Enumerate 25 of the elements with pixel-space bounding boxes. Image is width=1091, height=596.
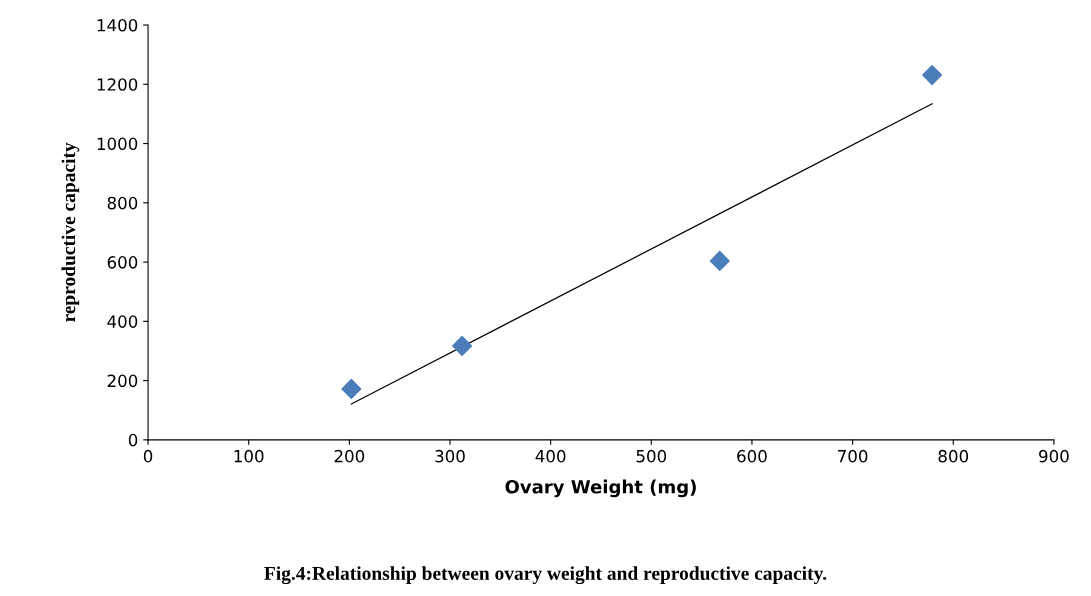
x-tick-label: 300 [435,449,465,463]
y-tick-label: 0 [128,433,138,447]
point [452,335,473,356]
x-tick-label: 500 [636,449,667,463]
y-tick-label: 800 [107,196,138,210]
y-tick-label: 1200 [97,78,138,91]
x-tick-label: 600 [737,449,767,463]
x-tick-label: 100 [234,449,264,463]
x-tick-label: 700 [838,449,868,463]
y-axis-title: reproductive capacity [61,142,80,323]
y-tick-label: 1400 [97,18,138,32]
x-tick-label: 200 [334,449,365,463]
y-tick-label: 600 [107,256,138,269]
y-tick-label: 400 [107,315,138,328]
y-tick-label: 200 [107,374,138,388]
x-tick-label: 900 [1039,449,1069,463]
point [341,378,362,399]
point [922,65,943,86]
y-tick-label: 1000 [97,137,138,151]
x-tick-label: 400 [535,449,566,463]
x-tick-label: 800 [938,449,969,463]
point [709,250,730,271]
caption: Fig.4:Relationship between ovary weight and reproductive capacity. [264,566,827,585]
x-tick-label: 0 [143,449,153,463]
x-axis-title: Ovary Weight (mg) [505,479,696,498]
